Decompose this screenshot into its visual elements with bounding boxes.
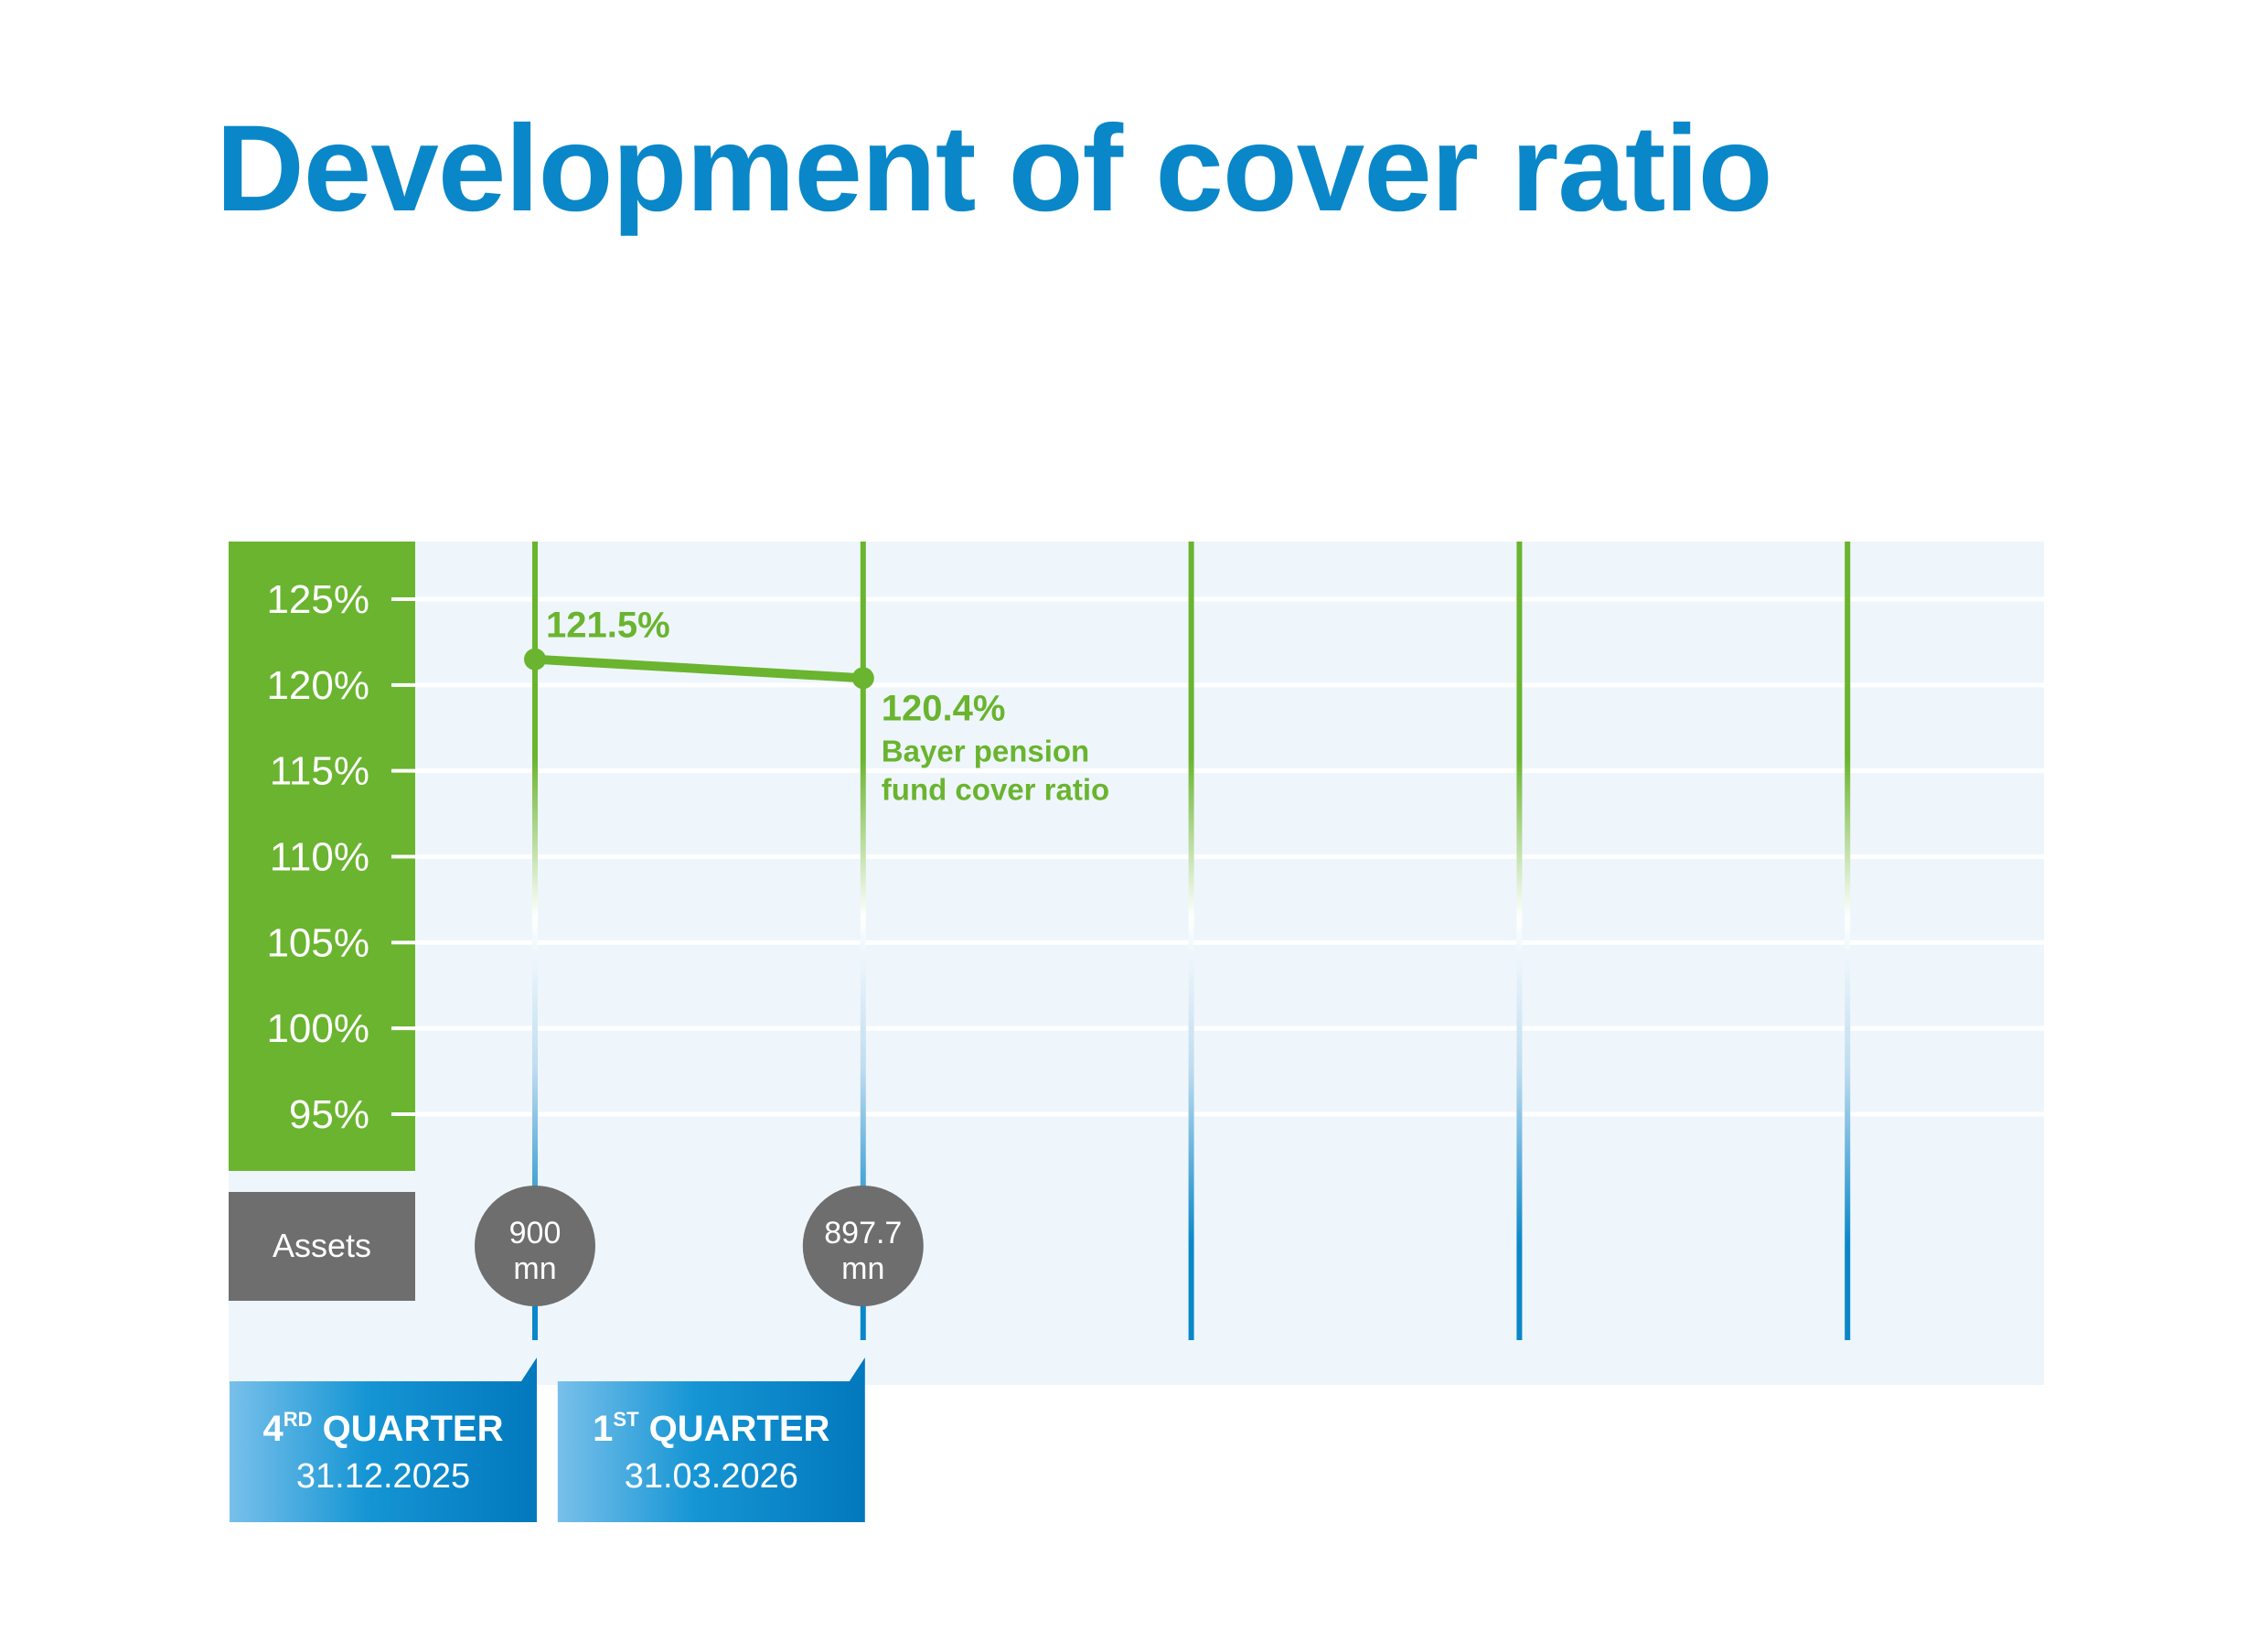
column-line (532, 542, 538, 1340)
column-line (860, 542, 866, 1340)
series-name: Bayer pension (882, 734, 1089, 767)
column-line (1188, 542, 1194, 1340)
series-name: fund cover ratio (882, 772, 1109, 806)
asset-value: 900 (509, 1216, 562, 1250)
quarter-date: 31.12.2025 (296, 1457, 470, 1496)
asset-circle (802, 1186, 924, 1306)
y-tick-label: 115% (270, 749, 369, 794)
y-tick-label: 125% (266, 577, 369, 622)
gridlines (415, 596, 2044, 1117)
column-lines (532, 542, 1851, 1340)
page-title: Development of cover ratio (216, 101, 1773, 237)
y-tick-label: 95% (289, 1092, 369, 1137)
asset-circle (475, 1186, 595, 1306)
asset-unit: mn (513, 1251, 556, 1286)
y-axis-ticks: 125% 120% 115% 110% 105% 100% 95% (266, 577, 415, 1137)
series-cover-ratio: 121.5% 120.4% Bayer pension fund cover rati… (524, 606, 1109, 806)
quarter-labels: 4RD QUARTER 31.12.2025 1ST QUARTER 31.03.20… (230, 1358, 865, 1522)
y-tick-label: 100% (266, 1006, 369, 1051)
quarter-label-box (557, 1358, 865, 1522)
y-tick-label: 110% (270, 835, 369, 880)
asset-value: 897.7 (824, 1216, 902, 1250)
assets-label-box (229, 1192, 415, 1301)
data-label: 120.4% (882, 688, 1006, 728)
data-point (851, 667, 874, 690)
quarter-label-box (230, 1358, 537, 1522)
y-tick-label: 105% (266, 920, 369, 965)
y-tick-label: 120% (266, 663, 369, 708)
quarter-title: 1ST QUARTER (593, 1408, 829, 1449)
column-line (1845, 542, 1851, 1340)
series-line (530, 654, 868, 683)
data-point (524, 648, 546, 671)
assets-label: Assets (273, 1227, 371, 1264)
quarter-title: 4RD QUARTER (263, 1408, 504, 1449)
asset-unit: mn (841, 1251, 884, 1286)
y-axis-panel (229, 542, 415, 1171)
data-label: 121.5% (546, 606, 670, 646)
quarter-date: 31.03.2026 (625, 1457, 798, 1496)
column-line (1516, 542, 1523, 1340)
